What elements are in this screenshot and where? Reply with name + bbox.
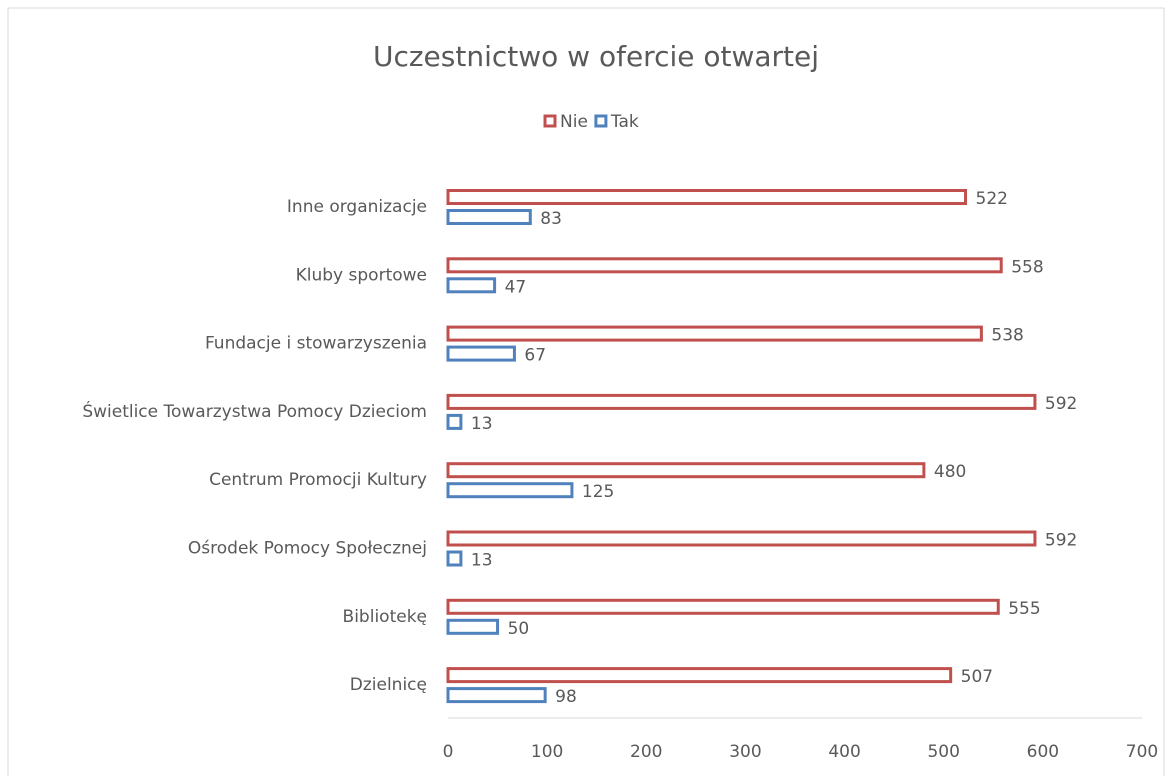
bar xyxy=(446,667,953,684)
bar xyxy=(446,277,497,294)
x-tick-label: 500 xyxy=(927,742,959,762)
y-tick-label: Centrum Promocji Kultury xyxy=(209,470,427,490)
data-label: 67 xyxy=(524,346,546,366)
x-tick-label: 200 xyxy=(630,742,662,762)
data-label: 13 xyxy=(471,414,493,434)
data-label: 538 xyxy=(991,326,1023,346)
legend-label: Tak xyxy=(610,112,639,132)
data-label: 47 xyxy=(505,277,527,297)
x-tick-label: 400 xyxy=(828,742,860,762)
data-label: 13 xyxy=(471,551,493,571)
data-label: 555 xyxy=(1008,599,1040,619)
bar xyxy=(446,598,1000,615)
data-label: 83 xyxy=(540,209,562,229)
y-tick-label: Kluby sportowe xyxy=(296,265,427,285)
x-tick-label: 600 xyxy=(1027,742,1059,762)
bar xyxy=(446,189,968,205)
bar xyxy=(446,209,532,225)
bar xyxy=(446,550,463,567)
x-tick-label: 700 xyxy=(1126,742,1158,762)
legend-swatch xyxy=(543,114,557,128)
data-label: 50 xyxy=(508,619,530,639)
y-tick-label: Fundacje i stowarzyszenia xyxy=(205,334,427,354)
bar xyxy=(446,413,463,430)
x-tick-label: 100 xyxy=(531,742,563,762)
x-tick-label: 0 xyxy=(443,742,454,762)
bar xyxy=(446,325,983,342)
y-tick-label: Świetlice Towarzystwa Pomocy Dzieciom xyxy=(82,400,427,422)
data-label: 522 xyxy=(976,189,1008,209)
y-tick-label: Inne organizacje xyxy=(287,197,427,217)
bar xyxy=(446,687,547,704)
data-label: 592 xyxy=(1045,394,1077,414)
x-tick-label: 300 xyxy=(729,742,761,762)
bar xyxy=(446,482,574,499)
data-label: 125 xyxy=(582,482,614,502)
y-tick-label: Ośrodek Pomocy Społecznej xyxy=(188,539,427,559)
bar xyxy=(446,618,500,635)
data-label: 507 xyxy=(961,667,993,687)
legend-swatch xyxy=(594,114,608,128)
chart-title: Uczestnictwo w ofercie otwartej xyxy=(373,40,819,73)
bar xyxy=(446,393,1037,410)
bar xyxy=(446,257,1003,274)
data-label: 558 xyxy=(1011,257,1043,277)
legend-label: Nie xyxy=(560,112,588,132)
chart-border xyxy=(7,7,1165,776)
bar xyxy=(446,530,1037,547)
bar xyxy=(446,462,926,479)
y-tick-label: Dzielnicę xyxy=(350,675,427,695)
data-label: 480 xyxy=(934,462,966,482)
data-label: 98 xyxy=(555,687,577,707)
bar xyxy=(446,345,516,362)
y-tick-label: Bibliotekę xyxy=(343,607,427,627)
data-label: 592 xyxy=(1045,531,1077,551)
